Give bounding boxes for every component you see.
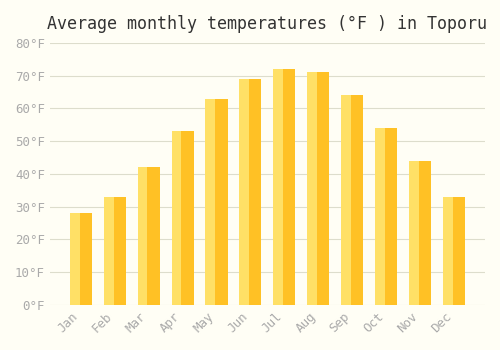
Bar xyxy=(104,197,114,305)
Bar xyxy=(240,79,250,305)
Bar xyxy=(342,95,363,305)
Bar xyxy=(443,197,465,305)
Bar xyxy=(172,131,194,305)
Title: Average monthly temperatures (°F ) in Toporu: Average monthly temperatures (°F ) in To… xyxy=(48,15,488,33)
Bar xyxy=(409,161,432,305)
Bar xyxy=(104,197,126,305)
Bar xyxy=(308,72,318,305)
Bar xyxy=(206,99,228,305)
Bar xyxy=(138,167,147,305)
Bar xyxy=(375,128,398,305)
Bar xyxy=(409,161,419,305)
Bar xyxy=(70,213,80,305)
Bar xyxy=(342,95,351,305)
Bar xyxy=(240,79,262,305)
Bar xyxy=(138,167,160,305)
Bar xyxy=(443,197,453,305)
Bar xyxy=(70,213,92,305)
Bar xyxy=(206,99,216,305)
Bar xyxy=(172,131,181,305)
Bar xyxy=(274,69,295,305)
Bar xyxy=(274,69,283,305)
Bar xyxy=(375,128,385,305)
Bar xyxy=(308,72,330,305)
